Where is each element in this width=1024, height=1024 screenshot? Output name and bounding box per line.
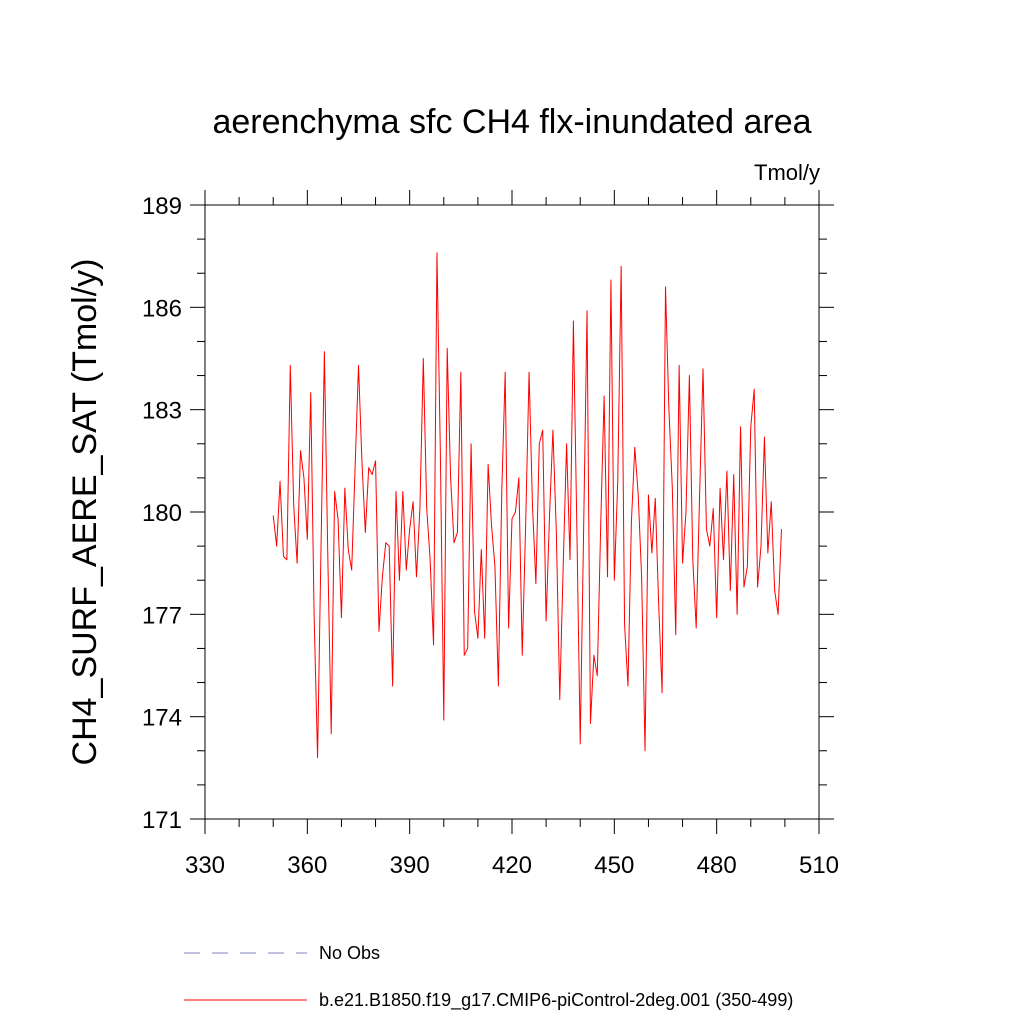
x-tick-label: 480 xyxy=(697,852,737,879)
y-tick-label: 171 xyxy=(142,807,182,834)
y-tick-label: 180 xyxy=(142,500,182,527)
y-tick-label: 183 xyxy=(142,398,182,425)
chart-title: aerenchyma sfc CH4 flx-inundated area xyxy=(212,103,811,141)
units-label: Tmol/y xyxy=(754,160,820,185)
x-tick-label: 510 xyxy=(799,852,839,879)
major-ticks xyxy=(190,190,834,834)
x-tick-label: 420 xyxy=(492,852,532,879)
minor-ticks xyxy=(197,197,827,827)
legend: No Obs b.e21.B1850.f19_g17.CMIP6-piContr… xyxy=(184,943,793,1011)
plot-frame xyxy=(204,204,820,820)
series-line-1 xyxy=(272,252,782,759)
y-axis-title: CH4_SURF_AERE_SAT (Tmol/y) xyxy=(66,259,104,766)
x-tick-labels: 330 360 390 420 450 480 510 xyxy=(185,852,839,879)
x-tick-label: 390 xyxy=(390,852,430,879)
y-tick-label: 174 xyxy=(142,705,182,732)
y-tick-labels: 171 174 177 180 183 186 189 xyxy=(142,193,182,834)
legend-label-no-obs: No Obs xyxy=(319,943,380,963)
x-tick-label: 450 xyxy=(594,852,634,879)
series-layer xyxy=(272,252,782,759)
x-tick-label: 330 xyxy=(185,852,225,879)
x-tick-label: 360 xyxy=(287,852,327,879)
y-tick-label: 189 xyxy=(142,193,182,220)
legend-label-model: b.e21.B1850.f19_g17.CMIP6-piControl-2deg… xyxy=(319,990,793,1011)
y-tick-label: 177 xyxy=(142,602,182,629)
y-tick-label: 186 xyxy=(142,295,182,322)
